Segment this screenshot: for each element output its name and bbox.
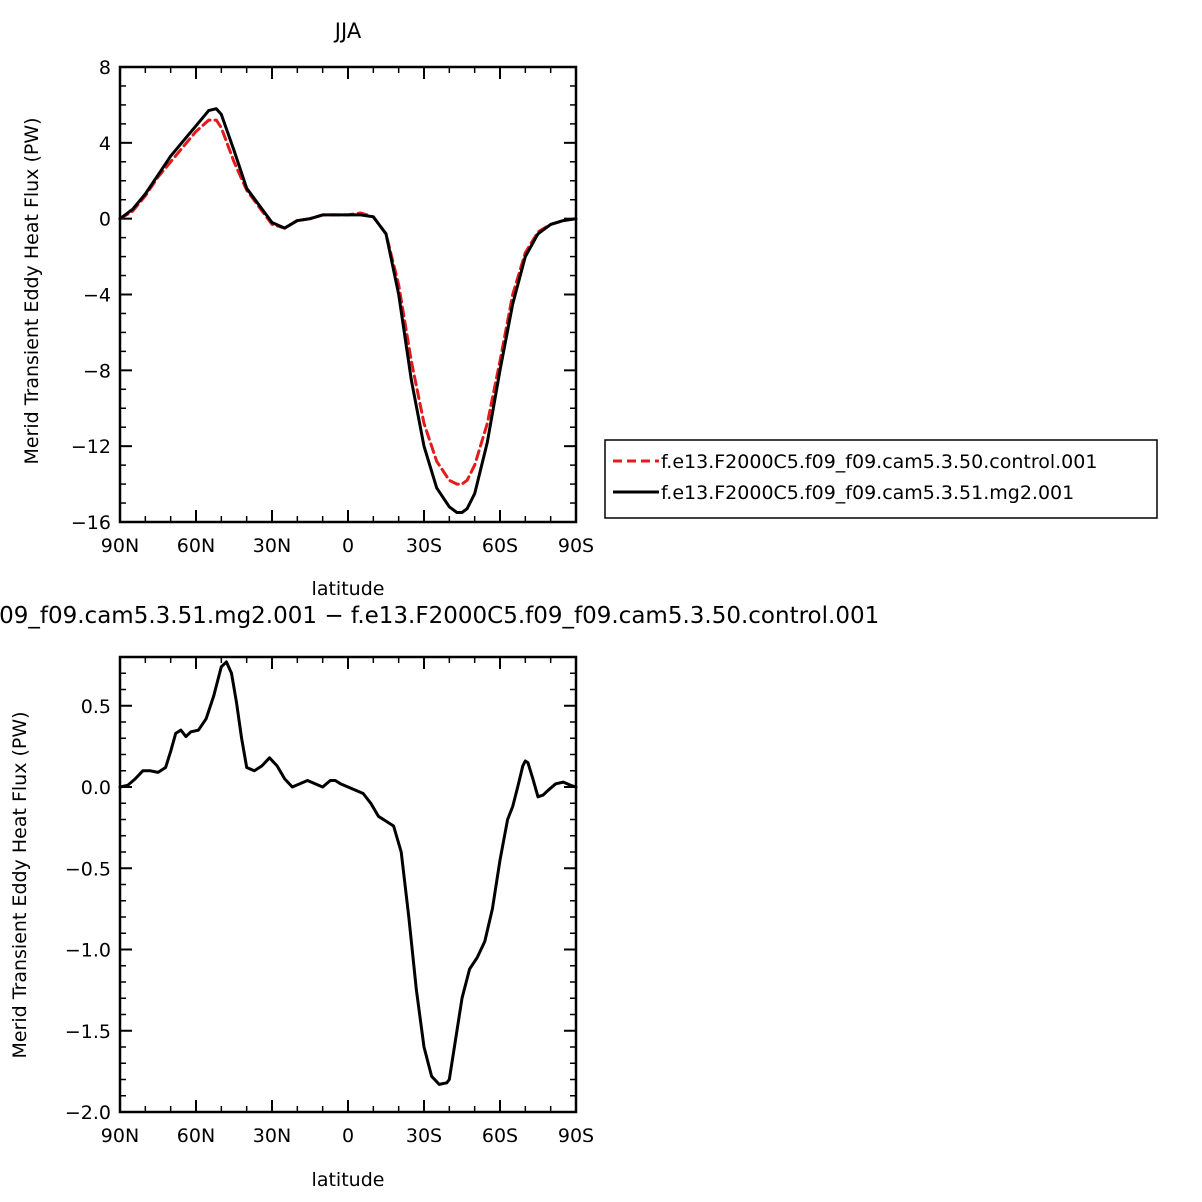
difference-chart-title: f.e13.F2000C5.f09_f09.cam5.3.51.mg2.001 …: [0, 603, 879, 629]
y-tick-label: 4: [99, 133, 111, 155]
legend: f.e13.F2000C5.f09_f09.cam5.3.50.control.…: [604, 439, 1158, 519]
y-tick-label: −12: [71, 436, 111, 458]
x-tick-label: 90N: [101, 1125, 139, 1147]
x-tick-label: 60N: [177, 535, 215, 557]
legend-label-mg2: f.e13.F2000C5.f09_f09.cam5.3.51.mg2.001: [661, 482, 1074, 504]
series-line-0: [118, 118, 578, 486]
series-line-0: [118, 660, 578, 1086]
y-tick-label: −2.0: [65, 1102, 111, 1124]
x-tick-label: 30N: [253, 535, 291, 557]
y-tick-label: 0: [99, 209, 111, 231]
x-tick-label: 60S: [482, 535, 518, 557]
y-tick-label: −4: [83, 285, 111, 307]
x-tick-label: 60N: [177, 1125, 215, 1147]
y-tick-label: −16: [71, 512, 111, 534]
x-tick-label: 30S: [406, 535, 442, 557]
legend-label-control: f.e13.F2000C5.f09_f09.cam5.3.50.control.…: [661, 451, 1097, 473]
x-tick-label: 90S: [558, 1125, 594, 1147]
x-tick-label: 90S: [558, 535, 594, 557]
top-panel: JJA Merid Transient Eddy Heat Flux (PW) …: [21, 19, 1158, 600]
axis-ticks: 90N 60N 30N 0 30S 60S 90S 8 4 0 −4 −8 −12 −16: [71, 57, 594, 557]
y-tick-label: −0.5: [65, 858, 111, 880]
y-tick-label: −1.0: [65, 940, 111, 962]
chart-title: JJA: [333, 19, 362, 43]
y-tick-label: −8: [83, 360, 111, 382]
legend-box: [604, 439, 1158, 519]
x-tick-label: 30S: [406, 1125, 442, 1147]
series-group: [118, 660, 578, 1086]
y-axis-label: Merid Transient Eddy Heat Flux (PW): [9, 711, 31, 1058]
x-axis-label: latitude: [312, 1169, 385, 1191]
bottom-panel: f.e13.F2000C5.f09_f09.cam5.3.51.mg2.001 …: [0, 603, 879, 1191]
series-line-1: [118, 107, 578, 514]
axis-ticks: 90N 60N 30N 0 30S 60S 90S 0.5 0.0 −0.5 −1.0 −1.5 −2.…: [65, 656, 594, 1147]
x-tick-label: 0: [342, 1125, 354, 1147]
x-tick-label: 60S: [482, 1125, 518, 1147]
y-tick-label: 0.5: [81, 696, 111, 718]
x-tick-label: 90N: [101, 535, 139, 557]
x-axis-label: latitude: [312, 578, 385, 600]
y-tick-label: 8: [99, 57, 111, 79]
plot-frame: [118, 65, 578, 524]
plot-frame: [118, 655, 578, 1114]
x-tick-label: 0: [342, 535, 354, 557]
series-group: [118, 107, 578, 514]
y-tick-label: −1.5: [65, 1021, 111, 1043]
y-axis-label: Merid Transient Eddy Heat Flux (PW): [21, 117, 43, 464]
y-tick-label: 0.0: [81, 777, 111, 799]
x-tick-label: 30N: [253, 1125, 291, 1147]
